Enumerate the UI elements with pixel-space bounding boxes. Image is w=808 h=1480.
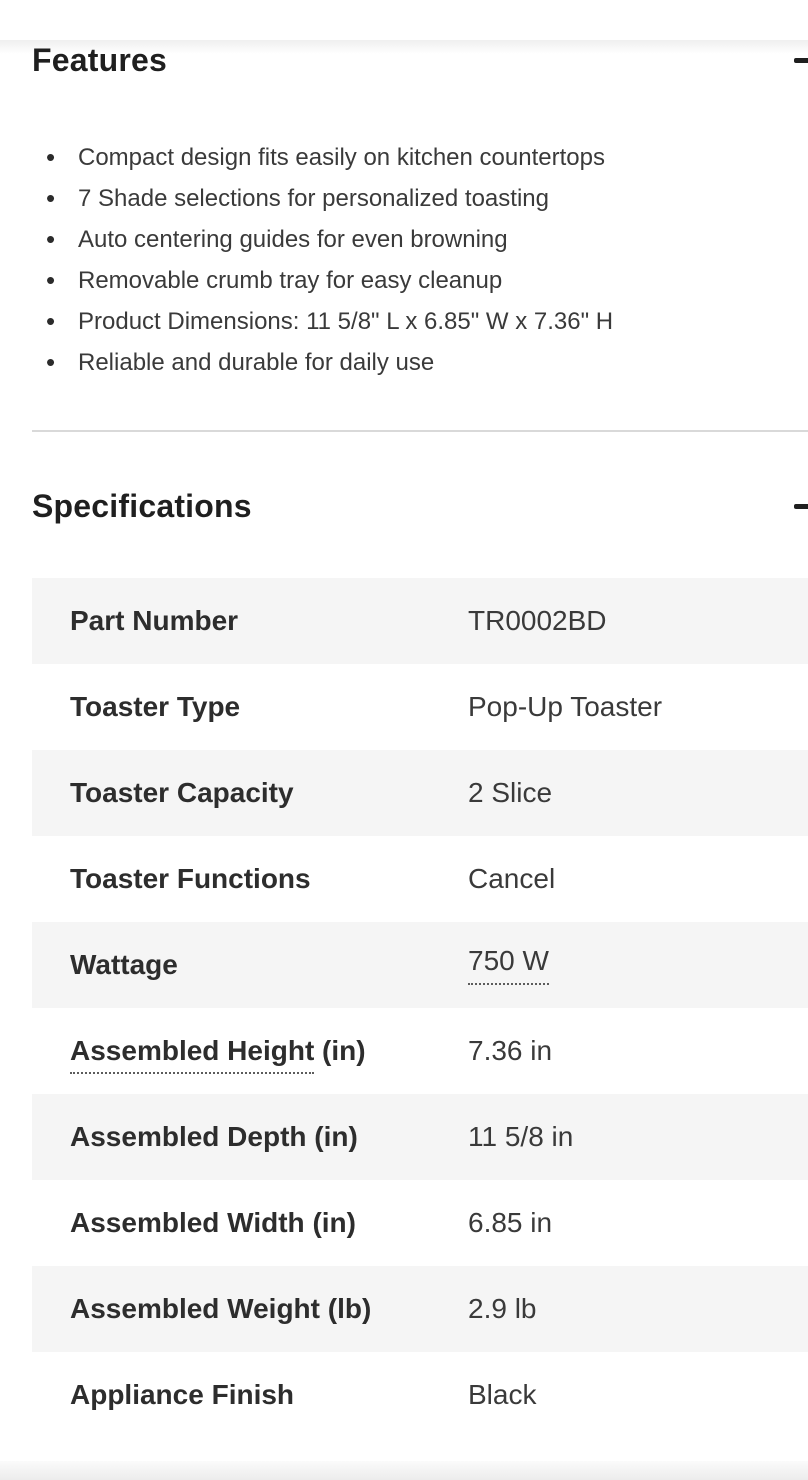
spec-row-part-number: Part Number TR0002BD	[32, 578, 808, 664]
feature-item: Removable crumb tray for easy cleanup	[32, 260, 808, 301]
spec-label: Part Number	[70, 605, 239, 636]
spec-label: Assembled Height (in)	[32, 1035, 468, 1074]
spec-value: TR0002BD	[468, 605, 607, 636]
spec-label: Wattage	[70, 949, 178, 980]
spec-value: 7.36 in	[468, 1035, 553, 1066]
spec-value: 2.9 lb	[468, 1293, 537, 1324]
spec-label: Toaster Functions	[70, 863, 311, 894]
collapse-minus-icon[interactable]	[794, 58, 808, 63]
spec-value: Pop-Up Toaster	[468, 691, 663, 722]
spec-label: Assembled Depth (in)	[70, 1121, 358, 1152]
feature-item: 7 Shade selections for personalized toas…	[32, 178, 808, 219]
feature-item: Product Dimensions: 11 5/8" L x 6.85" W …	[32, 301, 808, 342]
spec-value: 11 5/8 in	[468, 1121, 574, 1152]
spec-row-toaster-type: Toaster Type Pop-Up Toaster	[32, 664, 808, 750]
spec-row-toaster-capacity: Toaster Capacity 2 Slice	[32, 750, 808, 836]
spec-row-assembled-depth: Assembled Depth (in) 11 5/8 in	[32, 1094, 808, 1180]
spec-row-wattage: Wattage 750 W	[32, 922, 808, 1008]
features-section-header[interactable]: Features	[32, 40, 808, 80]
bottom-scroll-shadow	[0, 1461, 808, 1480]
assembled-height-tooltip-term[interactable]: Assembled Height	[70, 1035, 315, 1074]
spec-value: Black	[468, 1379, 537, 1410]
spec-row-toaster-functions: Toaster Functions Cancel	[32, 836, 808, 922]
collapse-minus-icon[interactable]	[794, 504, 808, 509]
spec-label: Toaster Type	[70, 691, 241, 722]
spec-row-assembled-weight: Assembled Weight (lb) 2.9 lb	[32, 1266, 808, 1352]
specifications-title: Specifications	[32, 488, 252, 524]
spec-label: Toaster Capacity	[70, 777, 294, 808]
spec-value: 6.85 in	[468, 1207, 553, 1238]
feature-list: Compact design fits easily on kitchen co…	[32, 137, 808, 383]
features-title: Features	[32, 42, 167, 78]
feature-item: Reliable and durable for daily use	[32, 342, 808, 383]
feature-item: Auto centering guides for even browning	[32, 219, 808, 260]
specifications-section-header[interactable]: Specifications	[32, 486, 808, 526]
wattage-tooltip-term[interactable]: 750 W	[468, 945, 549, 985]
spec-row-appliance-finish: Appliance Finish Black	[32, 1352, 808, 1438]
spec-label: Assembled Weight (lb)	[70, 1293, 372, 1324]
spec-value: Cancel	[468, 863, 556, 894]
spec-value: 750 W	[468, 945, 808, 985]
feature-item: Compact design fits easily on kitchen co…	[32, 137, 808, 178]
specifications-table: Part Number TR0002BD Toaster Type Pop-Up…	[32, 578, 808, 1438]
section-divider	[32, 430, 808, 432]
spec-value: 2 Slice	[468, 777, 553, 808]
spec-label: Assembled Width (in)	[70, 1207, 356, 1238]
product-details-panel: Features Compact design fits easily on k…	[0, 40, 808, 1438]
spec-row-assembled-width: Assembled Width (in) 6.85 in	[32, 1180, 808, 1266]
spec-label: Appliance Finish	[70, 1379, 295, 1410]
spec-row-assembled-height: Assembled Height (in) 7.36 in	[32, 1008, 808, 1094]
